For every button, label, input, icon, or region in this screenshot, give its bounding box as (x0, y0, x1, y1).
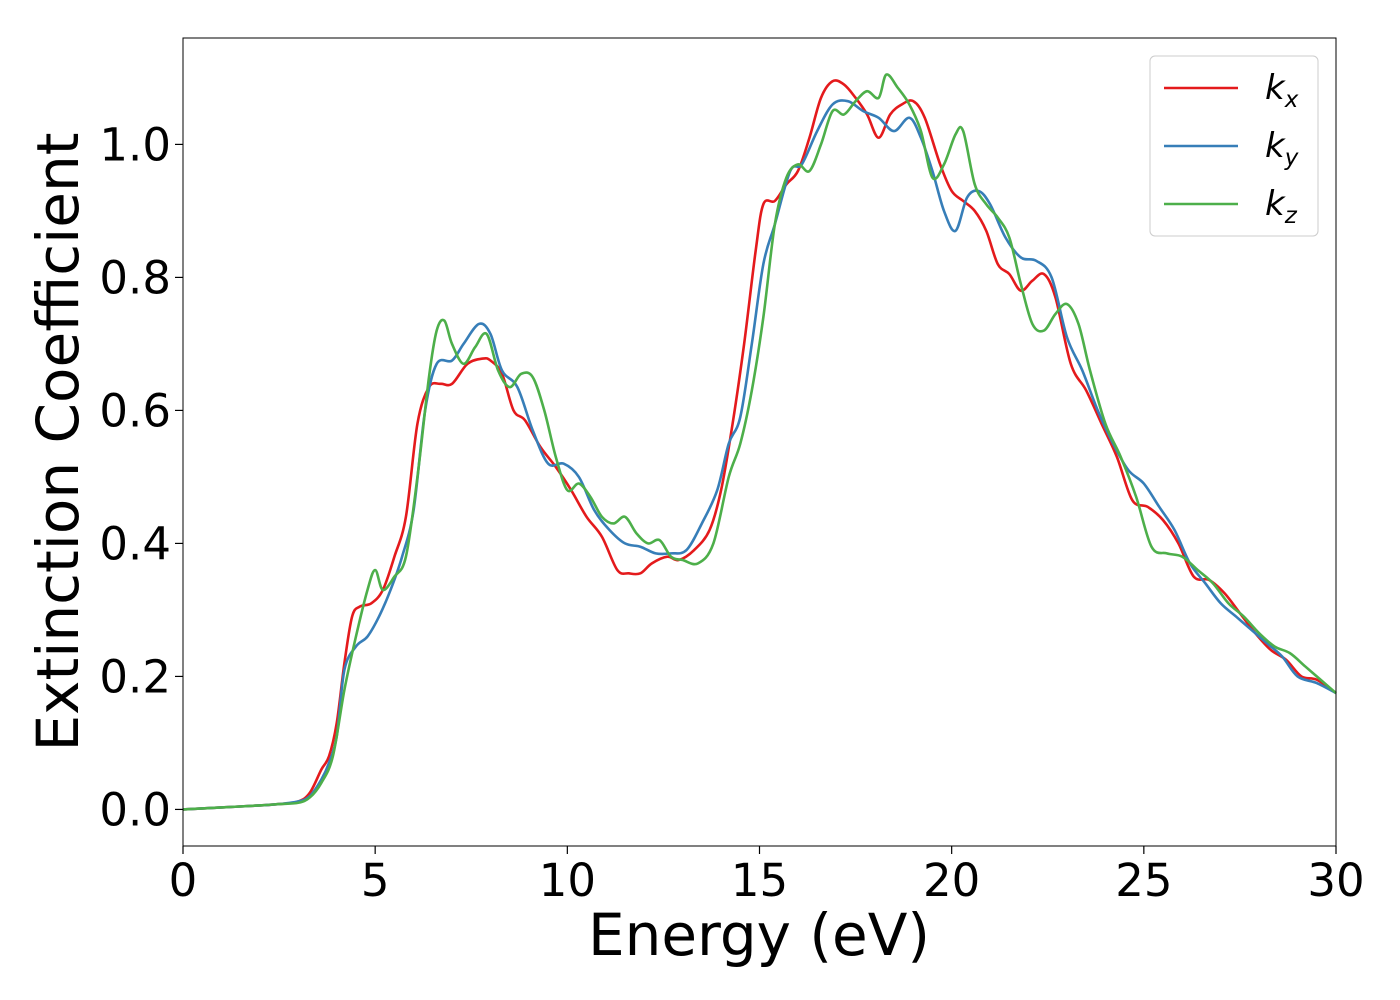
x-tick-label: 10 (539, 854, 596, 907)
y-tick-label: 1.0 (99, 118, 171, 171)
series-line-z (182, 73, 1337, 811)
x-tick-label: 15 (731, 854, 788, 907)
series-layer (182, 73, 1337, 811)
legend-label-z: kz (1265, 184, 1298, 229)
legend-label-subscript: x (1284, 87, 1299, 113)
y-tick-label: 0.4 (99, 517, 171, 570)
legend-label-y: ky (1265, 126, 1299, 171)
x-tick-label: 25 (1115, 854, 1172, 907)
legend-label-base: k (1265, 68, 1286, 108)
y-axis-title: Extinction Coefficient (24, 133, 92, 752)
x-tick-label: 20 (923, 854, 980, 907)
x-axis-title: Energy (eV) (588, 901, 930, 969)
plot-background (183, 38, 1336, 846)
y-tick-label: 0.6 (99, 384, 171, 437)
x-axis: 0 5 10 15 20 25 30 (169, 846, 1365, 907)
x-tick-label: 5 (361, 854, 390, 907)
y-axis: 0.0 0.2 0.4 0.6 0.8 1.0 (99, 118, 183, 836)
legend-label-base: k (1265, 184, 1286, 224)
x-tick-label: 30 (1307, 854, 1364, 907)
y-tick-label: 0.2 (99, 650, 171, 703)
series-line-x (182, 79, 1337, 811)
y-tick-label: 0.8 (99, 251, 171, 304)
legend-label-base: k (1265, 126, 1286, 166)
legend-label-subscript: z (1284, 203, 1298, 229)
legend-label-subscript: y (1284, 145, 1299, 171)
x-tick-label: 0 (169, 854, 198, 907)
y-tick-label: 0.0 (99, 783, 171, 836)
legend-label-x: kx (1265, 68, 1299, 113)
